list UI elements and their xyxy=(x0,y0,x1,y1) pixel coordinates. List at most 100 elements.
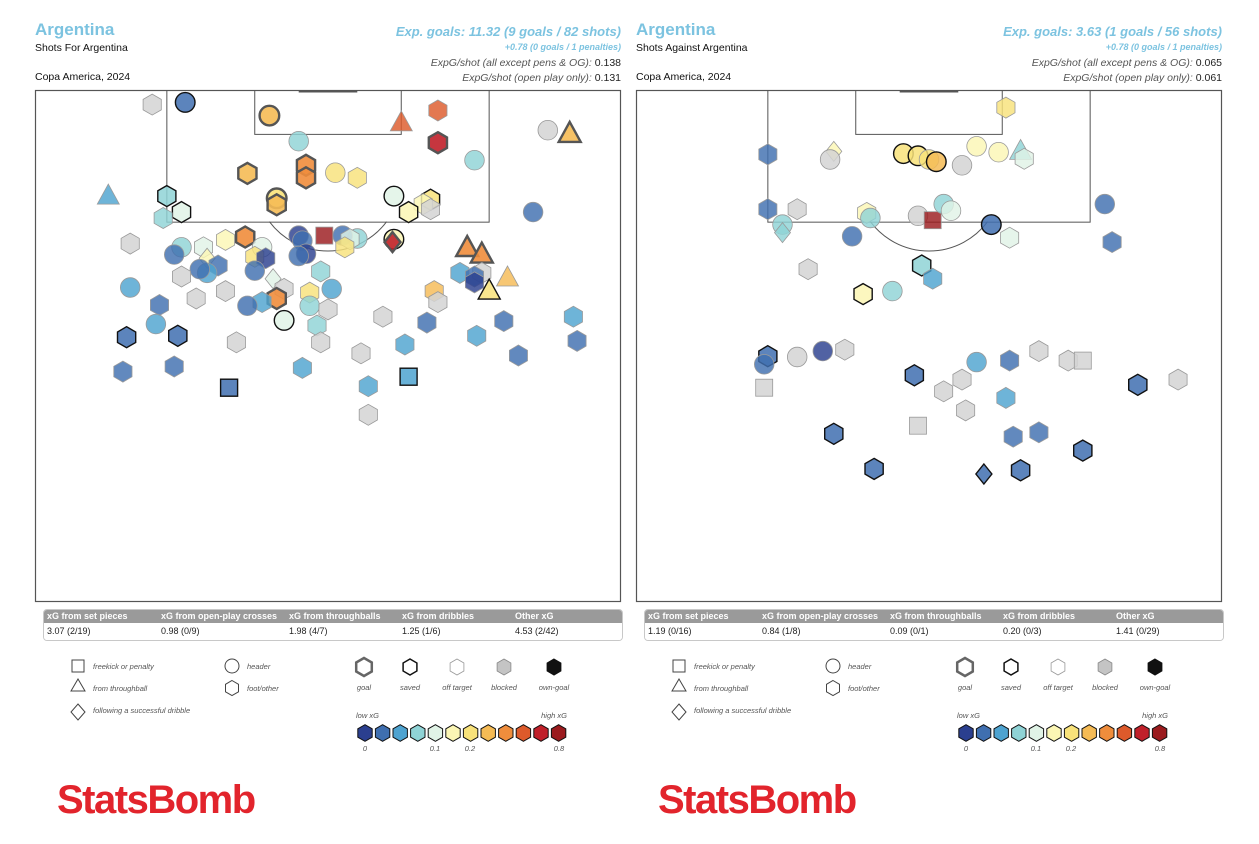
expg-per-shot-value: 0.065 xyxy=(1195,57,1222,69)
shot-header-marker xyxy=(288,131,309,152)
scale-tick-0-1: 0.1 xyxy=(430,744,440,753)
legend-saved-label: saved xyxy=(1001,683,1022,692)
shot-legend: freekick or penalty from throughball fol… xyxy=(671,656,1171,753)
xg-scale-swatch xyxy=(1063,724,1080,742)
shot-freekick-marker xyxy=(219,378,239,397)
shot-foot-marker xyxy=(171,200,192,224)
xg-scale-swatch xyxy=(1134,724,1150,742)
panel-subtitle: Shots Against Argentina xyxy=(636,42,748,54)
shot-foot-marker xyxy=(567,329,587,352)
shot-header-marker xyxy=(145,313,167,335)
shot-foot-marker xyxy=(450,261,470,284)
exp-goals-summary: Exp. goals: 11.32 (9 goals / 82 shots) xyxy=(395,24,621,39)
legend-foot-label: foot/other xyxy=(848,684,880,693)
expg-open-play-label: ExpG/shot (open play only): xyxy=(462,72,592,84)
shot-header-marker xyxy=(189,258,211,280)
shot-foot-marker xyxy=(347,166,367,189)
shot-foot-marker xyxy=(234,225,256,249)
header-circle-icon xyxy=(224,658,240,674)
freekick-square-icon xyxy=(71,659,85,673)
xg-scale-swatch xyxy=(427,724,444,742)
shot-foot-marker xyxy=(292,356,312,379)
shot-foot-marker xyxy=(1000,349,1020,372)
shot-header-marker xyxy=(882,280,903,302)
expg-open-play-label: ExpG/shot (open play only): xyxy=(1063,72,1193,84)
legend-dribble-label: following a successful dribble xyxy=(93,706,190,715)
shot-foot-marker xyxy=(266,192,288,217)
expg-per-shot-value: 0.138 xyxy=(594,57,621,69)
shot-throughball-marker xyxy=(477,277,502,300)
xg-scale-swatch xyxy=(392,724,408,742)
shot-throughball-marker xyxy=(389,110,413,132)
freekick-square-icon xyxy=(672,659,686,673)
shot-foot-marker xyxy=(996,96,1016,119)
legend-freekick-label: freekick or penalty xyxy=(93,662,155,671)
xg-color-scale xyxy=(958,724,1168,742)
scale-tick-0: 0 xyxy=(363,744,368,753)
shot-foot-marker xyxy=(911,254,932,277)
shot-foot-marker xyxy=(1029,421,1049,444)
saved-hexagon-icon xyxy=(402,658,418,676)
shot-foot-marker xyxy=(237,161,258,186)
goal-hexagon-icon xyxy=(354,656,374,678)
shot-foot-marker xyxy=(1014,147,1034,170)
shot-foot-marker xyxy=(373,305,393,328)
shot-foot-marker xyxy=(421,198,441,221)
shot-foot-marker xyxy=(1010,458,1031,482)
value-open-play-crosses: 0.84 (1/8) xyxy=(762,626,801,636)
penalties-summary: +0.78 (0 goals / 1 penalties) xyxy=(504,42,621,52)
shot-foot-marker xyxy=(311,260,331,283)
shot-foot-marker xyxy=(335,236,355,259)
six-yard-box xyxy=(855,90,1003,135)
foot-hexagon-icon xyxy=(225,679,239,697)
panel-subtitle: Shots For Argentina xyxy=(35,42,128,54)
own-goal-hexagon-icon xyxy=(546,658,562,676)
xg-scale-swatch xyxy=(1046,724,1062,742)
shot-foot-marker xyxy=(215,280,235,303)
value-other-xg: 1.41 (0/29) xyxy=(1116,626,1160,636)
expg-per-shot: ExpG/shot (all except pens & OG): 0.065 xyxy=(1032,57,1222,69)
legend-saved-label: saved xyxy=(400,683,421,692)
shot-foot-marker xyxy=(311,331,331,354)
shot-map-pitch xyxy=(635,89,1223,603)
shot-foot-marker xyxy=(427,130,449,155)
shot-foot-marker xyxy=(952,368,972,391)
shot-foot-marker xyxy=(1000,226,1020,249)
throughball-triangle-icon xyxy=(70,678,86,692)
statsbomb-logo: StatsBomb xyxy=(658,778,857,822)
legend-low-xg-label: low xG xyxy=(957,711,980,720)
xg-scale-swatch xyxy=(533,724,549,742)
xg-scale-swatch xyxy=(445,724,461,742)
shot-foot-marker xyxy=(116,325,137,349)
shot-foot-marker xyxy=(295,165,317,190)
header-other-xg: Other xG xyxy=(515,611,554,621)
header-dribbles: xG from dribbles xyxy=(1003,611,1076,621)
shot-header-marker xyxy=(1094,193,1116,215)
legend-dribble-label: following a successful dribble xyxy=(694,706,791,715)
shot-dribble-marker xyxy=(382,230,403,255)
shot-foot-marker xyxy=(164,355,184,378)
shot-foot-marker xyxy=(142,93,162,116)
own-goal-hexagon-icon xyxy=(1147,658,1163,676)
xg-scale-swatch xyxy=(515,724,532,742)
shot-header-marker xyxy=(841,226,863,247)
shots-against-panel: Argentina Shots Against Argentina Copa A… xyxy=(635,0,1236,844)
xg-scale-swatch xyxy=(357,724,373,742)
competition-label: Copa America, 2024 xyxy=(35,71,131,83)
legend-own-goal-label: own-goal xyxy=(539,683,570,692)
header-circle-icon xyxy=(825,658,841,674)
shot-foot-marker xyxy=(494,310,514,333)
xg-scale-swatch xyxy=(993,724,1009,742)
shot-throughball-marker xyxy=(495,265,520,287)
value-throughballs: 1.98 (4/7) xyxy=(289,626,328,636)
shot-throughball-marker xyxy=(96,183,120,205)
shot-header-marker xyxy=(299,295,320,317)
xg-scale-swatch xyxy=(1028,724,1045,742)
shot-header-marker xyxy=(786,346,808,368)
xg-scale-swatch xyxy=(374,724,391,742)
xg-scale-swatch xyxy=(498,724,514,742)
shot-foot-marker xyxy=(1128,373,1148,397)
shot-header-marker xyxy=(325,162,346,183)
shot-freekick-marker xyxy=(1073,351,1092,370)
value-set-pieces: 1.19 (0/16) xyxy=(648,626,692,636)
